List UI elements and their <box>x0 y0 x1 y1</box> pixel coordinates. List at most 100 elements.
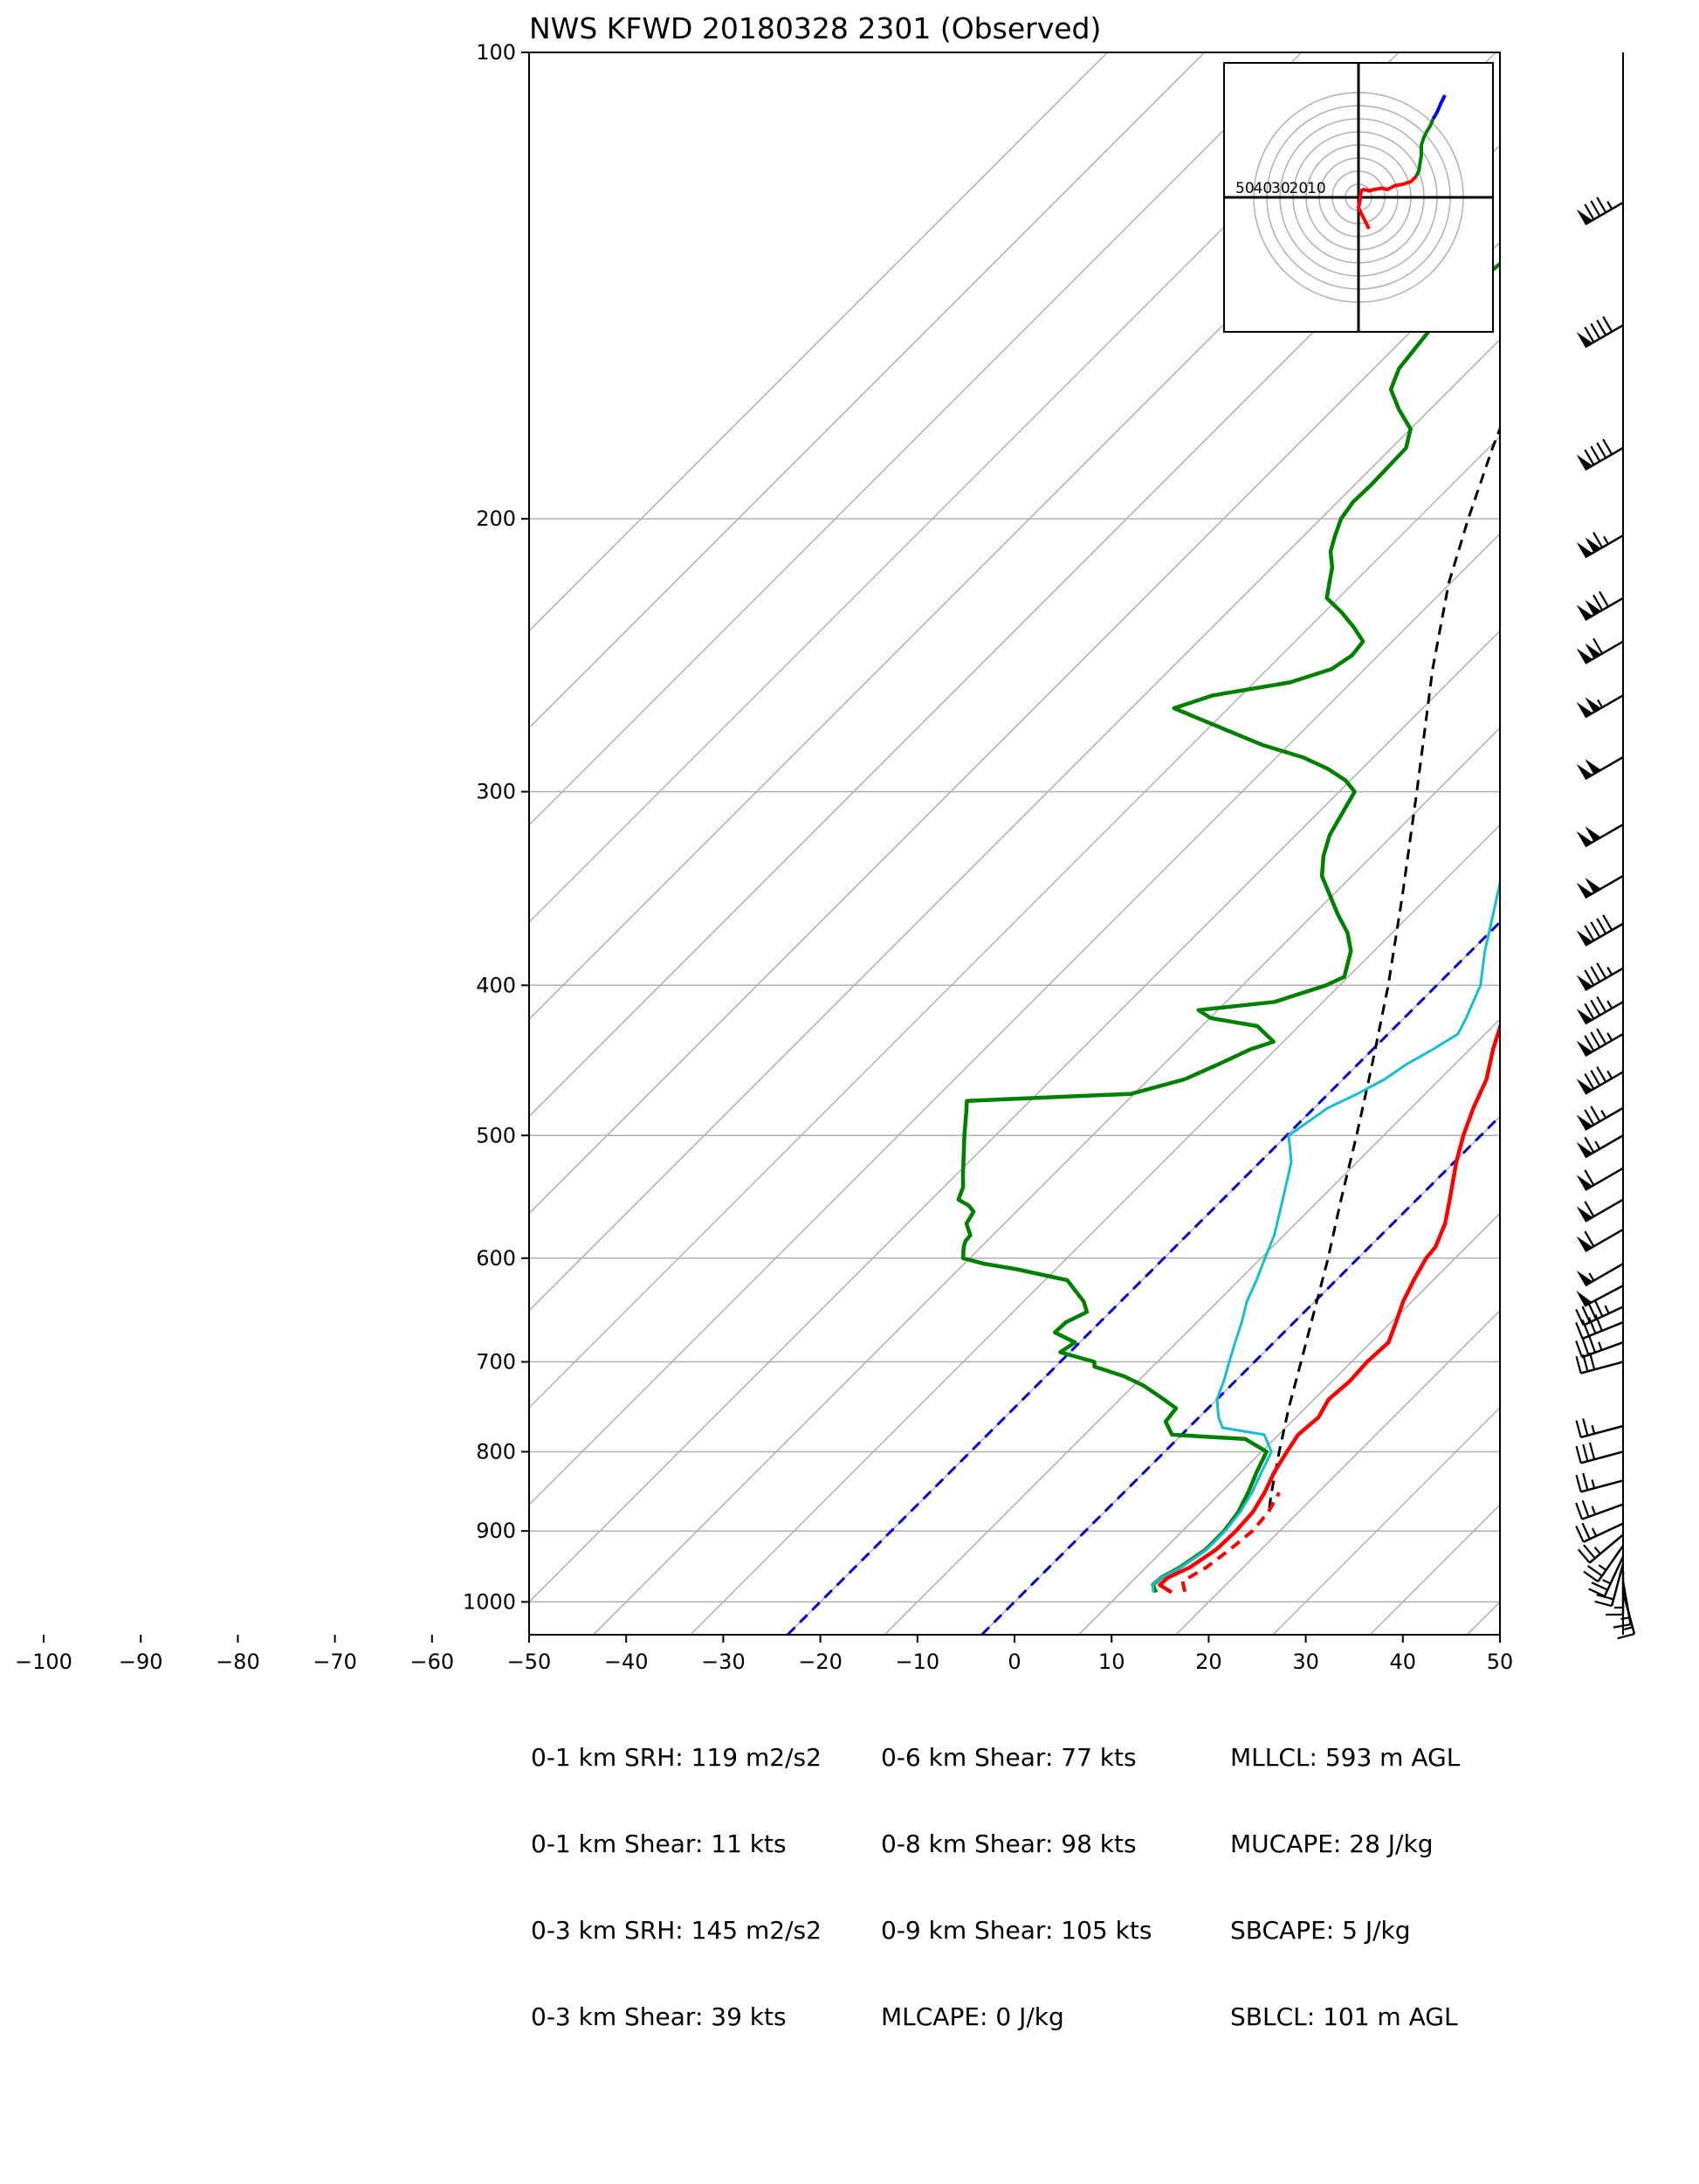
temperature-axis: −100 −90 −80 −70 −60 −50 −40 −30 −20 −10 0 10 20 30 40… <box>15 1635 1513 1674</box>
barb-flag <box>1575 1321 1584 1340</box>
barb-half-flag <box>1606 966 1613 975</box>
barb-half-flag <box>1598 1564 1607 1571</box>
temperature-tick-label: 30 <box>1292 1650 1319 1674</box>
barb-half-flag <box>1606 1032 1613 1041</box>
barb-flag <box>1575 1474 1582 1492</box>
wind-barb <box>1576 1263 1624 1287</box>
stat-line: MUCAPE: 28 J/kg <box>1230 1829 1434 1858</box>
stat-line: 0-3 km SRH: 145 m2/s2 <box>531 1916 822 1945</box>
barb-half-flag <box>1598 1341 1603 1351</box>
barb-pennant <box>1576 1141 1593 1158</box>
barb-flag <box>1575 1420 1582 1438</box>
barb-pennant <box>1576 1175 1593 1190</box>
barb-pennant <box>1585 697 1601 713</box>
barb-flag <box>1590 445 1601 462</box>
barb-flag <box>1582 1418 1589 1436</box>
barb-flag <box>1584 449 1595 465</box>
barb-pennant <box>1576 1236 1593 1251</box>
wind-barb <box>1575 1499 1624 1520</box>
barb-flag <box>1584 1136 1595 1154</box>
barb-half-flag <box>1620 1616 1630 1621</box>
barb-pennant <box>1585 759 1601 775</box>
barb-flag <box>1590 1031 1601 1048</box>
barb-half-flag <box>1593 1546 1601 1555</box>
temperature-tick-label: 50 <box>1487 1650 1514 1674</box>
pressure-tick-label: 800 <box>476 1439 516 1464</box>
barb-flag <box>1581 1499 1590 1518</box>
wind-barb <box>1583 1545 1625 1583</box>
barb-pennant <box>1576 454 1593 470</box>
barb-staff <box>1603 1556 1625 1597</box>
barb-flag <box>1575 1526 1585 1543</box>
barb-flag <box>1584 326 1595 343</box>
barb-pennant <box>1576 702 1593 718</box>
barb-half-flag <box>1591 1505 1597 1515</box>
barb-pennant <box>1576 1206 1593 1222</box>
wind-barb <box>1576 590 1624 621</box>
hodograph-trace <box>1431 94 1447 121</box>
data-series <box>956 261 1500 1595</box>
barb-flag <box>1584 1109 1595 1126</box>
stats-column-2: 0-6 km Shear: 77 kts 0-8 km Shear: 98 kt… <box>881 1685 1152 2060</box>
pressure-tick-label: 1000 <box>463 1589 516 1614</box>
barb-pennant <box>1585 826 1601 842</box>
barb-half-flag <box>1602 1579 1612 1585</box>
pressure-tick-label: 500 <box>476 1123 516 1147</box>
wind-barb <box>1576 1228 1624 1253</box>
barb-flag <box>1588 1335 1597 1354</box>
wind-barb <box>1575 1335 1624 1359</box>
barb-staff <box>1585 922 1624 947</box>
stat-line: 0-1 km Shear: 11 kts <box>531 1829 787 1858</box>
barb-half-flag <box>1606 201 1613 210</box>
pressure-tick-label: 600 <box>476 1246 516 1271</box>
barb-pennant <box>1576 1009 1593 1024</box>
hodograph-ring-label: 40 <box>1254 180 1273 197</box>
wind-barb <box>1576 315 1624 348</box>
barb-staff <box>1621 1581 1632 1625</box>
barb-flag <box>1590 966 1601 982</box>
barb-flag <box>1583 1544 1596 1560</box>
barb-pennant <box>1576 1078 1593 1094</box>
barb-half-flag <box>1603 535 1609 545</box>
barb-flag <box>1577 1548 1591 1564</box>
barb-flag <box>1596 1066 1607 1083</box>
barb-flag <box>1587 1303 1598 1320</box>
barb-half-flag <box>1604 1305 1610 1314</box>
temperature-tick-label: −10 <box>895 1650 939 1674</box>
barb-staff <box>1585 1228 1624 1253</box>
wind-barb <box>1576 196 1624 226</box>
barb-flag <box>1584 1073 1595 1090</box>
barb-flag <box>1590 921 1601 938</box>
barb-flag <box>1592 532 1604 548</box>
temperature-tick-label: −40 <box>604 1650 649 1674</box>
highlighted-isotherms <box>786 920 1500 1635</box>
barb-staff <box>1585 1001 1624 1025</box>
temperature-tick-label: −90 <box>119 1650 163 1674</box>
wind-barb <box>1576 1198 1624 1223</box>
wind-barb <box>1613 1581 1632 1629</box>
barb-flag <box>1584 969 1595 986</box>
hodograph-ring-label: 30 <box>1271 180 1290 197</box>
wind-barb <box>1576 438 1624 472</box>
barb-flag <box>1591 1581 1608 1591</box>
isotherm-line <box>1175 1309 1500 1635</box>
barb-pennant <box>1576 332 1593 348</box>
isotherm-line <box>529 52 1206 729</box>
temperature-tick-label: −60 <box>409 1650 454 1674</box>
wind-barb <box>1576 1167 1624 1191</box>
stat-line: 0-8 km Shear: 98 kts <box>881 1829 1137 1858</box>
isotherm-line <box>1466 1601 1500 1635</box>
barb-flag <box>1588 1352 1596 1370</box>
barb-staff <box>1585 1071 1624 1095</box>
temperature-tick-label: 20 <box>1195 1650 1222 1674</box>
barb-flag <box>1584 1169 1595 1186</box>
barb-pennant <box>1576 541 1593 558</box>
pressure-axis: 100 200 300 400 500 600 700 800 900 1000 <box>463 40 529 1614</box>
barb-flag <box>1581 1522 1591 1540</box>
grid-lines <box>529 52 1500 1635</box>
wind-barb <box>1576 1066 1624 1095</box>
stat-line: 0-6 km Shear: 77 kts <box>881 1743 1137 1772</box>
wind-barb <box>1575 1472 1624 1493</box>
barb-half-flag <box>1591 1527 1598 1537</box>
